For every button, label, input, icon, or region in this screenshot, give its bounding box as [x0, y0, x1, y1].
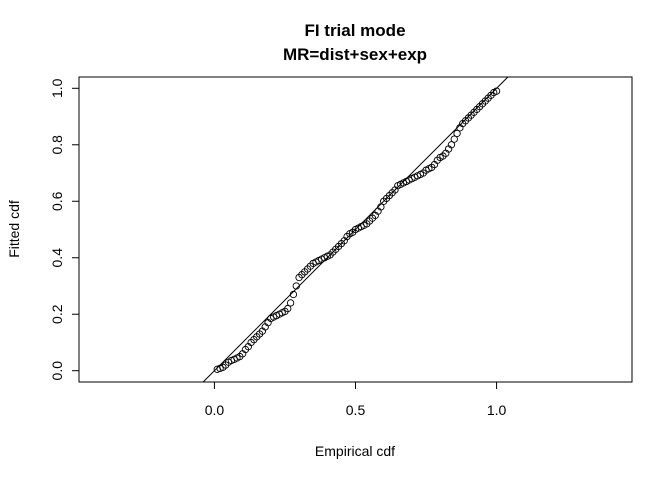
data-point	[292, 282, 300, 290]
data-point	[450, 135, 458, 143]
y-axis-label: Fitted cdf	[6, 200, 22, 258]
y-tick-label: 0.8	[49, 135, 65, 155]
chart-subtitle: MR=dist+sex+exp	[283, 45, 427, 64]
data-point	[284, 304, 292, 313]
x-tick-label: 0.5	[346, 402, 366, 418]
chart-title: FI trial mode	[304, 21, 405, 40]
data-point	[289, 290, 298, 299]
y-tick-label: 0.0	[49, 361, 65, 381]
data-point	[447, 141, 456, 149]
points-layer	[213, 87, 501, 373]
y-tick-label: 0.4	[49, 248, 65, 268]
y-tick-label: 0.6	[49, 191, 65, 211]
data-point	[377, 203, 385, 211]
x-tick-label: 0.0	[205, 402, 225, 418]
data-point	[453, 129, 461, 138]
data-point	[286, 299, 295, 307]
x-tick-label: 1.0	[487, 402, 507, 418]
data-point	[492, 87, 501, 95]
y-tick-label: 0.2	[49, 304, 65, 324]
x-axis-label: Empirical cdf	[315, 443, 395, 459]
y-tick-label: 1.0	[49, 78, 65, 98]
x-axis: 0.0 0.5 1.0	[205, 381, 507, 418]
y-axis: 0.0 0.2 0.4 0.6 0.8 1.0	[49, 78, 80, 381]
